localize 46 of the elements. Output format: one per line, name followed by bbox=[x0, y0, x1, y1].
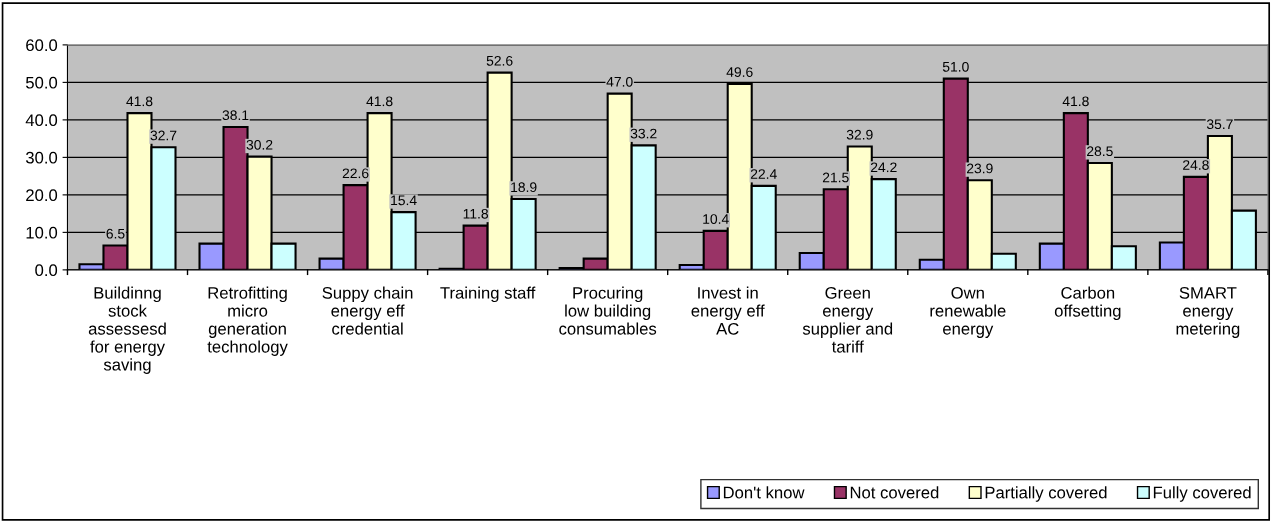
y-tick-label: 40.0 bbox=[25, 114, 58, 127]
y-tick-label: 30.0 bbox=[25, 151, 58, 164]
x-tick-label: Invest in energy eff AC bbox=[691, 286, 765, 335]
data-label: 32.9 bbox=[846, 129, 873, 140]
y-tick-label: 10.0 bbox=[26, 226, 58, 239]
x-tick-label: Procuring low building consumables bbox=[559, 286, 657, 335]
legend-label: Not covered bbox=[850, 486, 939, 499]
data-label: 24.8 bbox=[1183, 160, 1209, 170]
data-label: 22.6 bbox=[342, 168, 369, 179]
x-tick-label: Suppy chain energy eff credential bbox=[322, 286, 413, 335]
x-tick-label: Buildinng stock assessesd for energy saving bbox=[88, 286, 166, 374]
legend-label: Fully covered bbox=[1153, 486, 1251, 502]
data-label: 38.1 bbox=[222, 110, 249, 121]
data-label: 22.4 bbox=[750, 169, 777, 179]
x-tick-label: SMART energy metering bbox=[1176, 286, 1240, 338]
data-label: 18.9 bbox=[511, 182, 537, 193]
x-tick-label: Training staff bbox=[440, 286, 536, 303]
data-label: 41.8 bbox=[126, 96, 153, 107]
data-label: 28.5 bbox=[1087, 146, 1113, 157]
data-label: 21.5 bbox=[822, 172, 849, 183]
data-label: 6.5 bbox=[106, 228, 125, 239]
data-label: 30.2 bbox=[246, 139, 273, 150]
x-tick-label: Retrofitting micro generation technology bbox=[207, 286, 288, 356]
data-label: 52.6 bbox=[486, 55, 513, 66]
legend-label: Partially covered bbox=[985, 486, 1107, 502]
data-label: 11.8 bbox=[463, 208, 489, 219]
data-label: 24.2 bbox=[870, 162, 897, 173]
data-label: 51.0 bbox=[942, 61, 969, 72]
data-label: 15.4 bbox=[391, 195, 417, 206]
y-tick-label: 0.0 bbox=[35, 264, 58, 277]
data-label: 41.8 bbox=[366, 96, 393, 107]
y-tick-label: 20.0 bbox=[26, 189, 58, 202]
data-label: 10.4 bbox=[703, 214, 729, 224]
data-label: 47.0 bbox=[606, 76, 633, 87]
data-label: 49.6 bbox=[726, 67, 753, 77]
x-tick-label: Carbon offsetting bbox=[1054, 286, 1121, 321]
x-tick-label: Own renewable energy bbox=[930, 286, 1006, 338]
legend-label: Don't know bbox=[723, 486, 805, 499]
data-label: 33.2 bbox=[630, 128, 657, 139]
x-tick-label: Green energy supplier and tariff bbox=[802, 286, 893, 353]
data-label: 32.7 bbox=[150, 130, 177, 141]
data-label: 23.9 bbox=[966, 163, 993, 174]
y-tick-label: 50.0 bbox=[25, 76, 58, 89]
data-label: 41.8 bbox=[1062, 96, 1089, 107]
data-label: 35.7 bbox=[1206, 119, 1233, 130]
y-tick-label: 60.0 bbox=[26, 39, 58, 52]
